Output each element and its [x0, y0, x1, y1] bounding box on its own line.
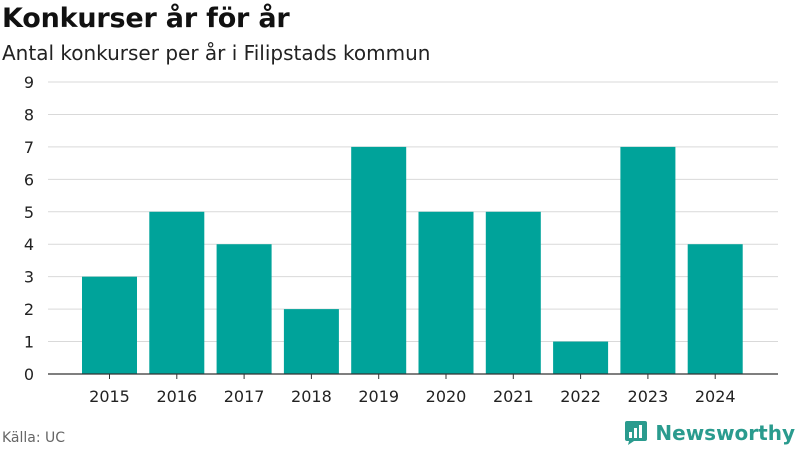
x-tick-label: 2019: [358, 387, 399, 406]
bar: [418, 211, 474, 374]
y-tick-label: 2: [24, 300, 34, 319]
x-tick-label: 2017: [224, 387, 265, 406]
bar: [553, 341, 609, 374]
y-tick-label: 9: [24, 73, 34, 92]
x-tick-label: 2023: [628, 387, 669, 406]
x-tick-label: 2016: [156, 387, 197, 406]
newsworthy-logo-icon: [625, 421, 648, 445]
source-note: Källa: UC: [2, 430, 66, 446]
x-tick-label: 2022: [560, 387, 601, 406]
bar: [485, 211, 541, 374]
x-tick-label: 2020: [426, 387, 467, 406]
bar: [687, 244, 743, 374]
x-tick-label: 2018: [291, 387, 332, 406]
y-tick-label: 1: [24, 333, 34, 352]
bar: [216, 244, 272, 374]
newsworthy-logo: Newsworthy: [623, 420, 795, 446]
y-tick-label: 5: [24, 203, 34, 222]
y-tick-label: 6: [24, 170, 34, 189]
x-tick-label: 2024: [695, 387, 736, 406]
bar: [620, 146, 676, 374]
brand-name: Newsworthy: [655, 421, 795, 445]
y-tick-label: 3: [24, 268, 34, 287]
x-tick-label: 2021: [493, 387, 534, 406]
bar: [283, 309, 339, 374]
y-tick-label: 0: [24, 365, 34, 384]
x-tick-label: 2015: [89, 387, 130, 406]
bar: [82, 276, 137, 374]
y-tick-label: 8: [24, 105, 34, 124]
y-tick-label: 4: [24, 235, 34, 254]
chart-title: Konkurser år för år: [2, 3, 290, 34]
chart-subtitle: Antal konkurser per år i Filipstads komm…: [2, 41, 431, 65]
bar: [149, 211, 205, 374]
y-tick-label: 7: [24, 138, 34, 157]
bar: [351, 146, 407, 374]
